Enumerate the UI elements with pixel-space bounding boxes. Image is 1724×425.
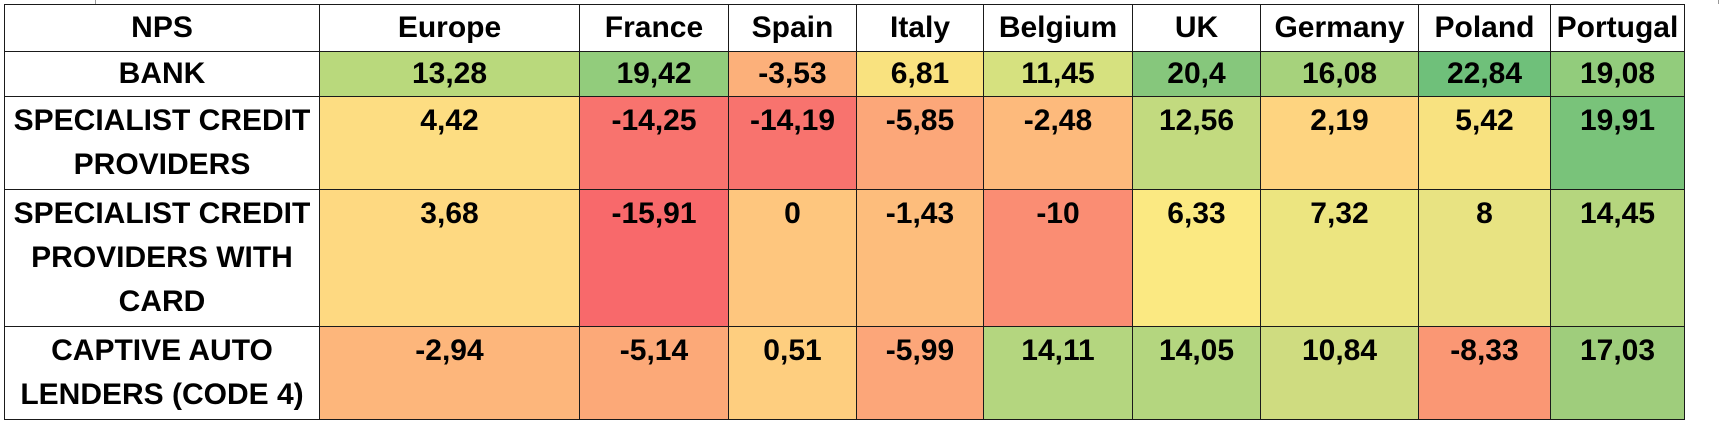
column-header-belgium: Belgium xyxy=(983,4,1133,52)
corner-label: NPS xyxy=(4,4,320,52)
column-header-germany: Germany xyxy=(1260,4,1419,52)
heat-cell: -8,33 xyxy=(1418,326,1551,420)
column-header-uk: UK xyxy=(1132,4,1261,52)
table-row: BANK 13,28 19,42 -3,53 6,81 11,45 20,4 1… xyxy=(4,51,1685,97)
table-row: SPECIALIST CREDIT PROVIDERS 4,42 -14,25 … xyxy=(4,96,1685,190)
table-row: CAPTIVE AUTO LENDERS (CODE 4) -2,94 -5,1… xyxy=(4,326,1685,420)
heat-cell: 14,05 xyxy=(1132,326,1261,420)
heat-cell: 13,28 xyxy=(319,51,580,97)
heat-cell: 0 xyxy=(728,189,857,327)
heat-cell: -2,48 xyxy=(983,96,1133,190)
gridline-mark xyxy=(1718,0,1719,4)
heat-cell: -15,91 xyxy=(579,189,729,327)
heat-cell: 8 xyxy=(1418,189,1551,327)
row-label-captive-auto-lenders: CAPTIVE AUTO LENDERS (CODE 4) xyxy=(4,326,320,420)
heat-cell: 12,56 xyxy=(1132,96,1261,190)
header-row: NPS Europe France Spain Italy Belgium UK… xyxy=(4,4,1685,52)
row-label-specialist-credit-providers-with-card: SPECIALIST CREDIT PROVIDERS WITH CARD xyxy=(4,189,320,327)
column-header-portugal: Portugal xyxy=(1550,4,1685,52)
nps-heatmap-table: NPS Europe France Spain Italy Belgium UK… xyxy=(4,4,1685,420)
heat-cell: 14,45 xyxy=(1550,189,1685,327)
heat-cell: 19,42 xyxy=(579,51,729,97)
column-header-france: France xyxy=(579,4,729,52)
row-label-specialist-credit-providers: SPECIALIST CREDIT PROVIDERS xyxy=(4,96,320,190)
heat-cell: -14,25 xyxy=(579,96,729,190)
heat-cell: 14,11 xyxy=(983,326,1133,420)
heat-cell: 17,03 xyxy=(1550,326,1685,420)
heat-cell: -5,85 xyxy=(856,96,984,190)
heat-cell: 6,81 xyxy=(856,51,984,97)
heat-cell: 19,91 xyxy=(1550,96,1685,190)
heat-cell: -5,14 xyxy=(579,326,729,420)
heat-cell: 7,32 xyxy=(1260,189,1419,327)
column-header-europe: Europe xyxy=(319,4,580,52)
heat-cell: 10,84 xyxy=(1260,326,1419,420)
heat-cell: -10 xyxy=(983,189,1133,327)
heat-cell: -3,53 xyxy=(728,51,857,97)
gridline-mark xyxy=(95,0,96,4)
heat-cell: 22,84 xyxy=(1418,51,1551,97)
heat-cell: 4,42 xyxy=(319,96,580,190)
heat-cell: 20,4 xyxy=(1132,51,1261,97)
heat-cell: -1,43 xyxy=(856,189,984,327)
row-label-bank: BANK xyxy=(4,51,320,97)
heat-cell: 3,68 xyxy=(319,189,580,327)
heat-cell: -2,94 xyxy=(319,326,580,420)
column-header-spain: Spain xyxy=(728,4,857,52)
heat-cell: 2,19 xyxy=(1260,96,1419,190)
heat-cell: 19,08 xyxy=(1550,51,1685,97)
heat-cell: -14,19 xyxy=(728,96,857,190)
heat-cell: -5,99 xyxy=(856,326,984,420)
heat-cell: 11,45 xyxy=(983,51,1133,97)
table-row: SPECIALIST CREDIT PROVIDERS WITH CARD 3,… xyxy=(4,189,1685,327)
column-header-italy: Italy xyxy=(856,4,984,52)
heat-cell: 16,08 xyxy=(1260,51,1419,97)
heat-cell: 0,51 xyxy=(728,326,857,420)
heat-cell: 6,33 xyxy=(1132,189,1261,327)
heat-cell: 5,42 xyxy=(1418,96,1551,190)
column-header-poland: Poland xyxy=(1418,4,1551,52)
